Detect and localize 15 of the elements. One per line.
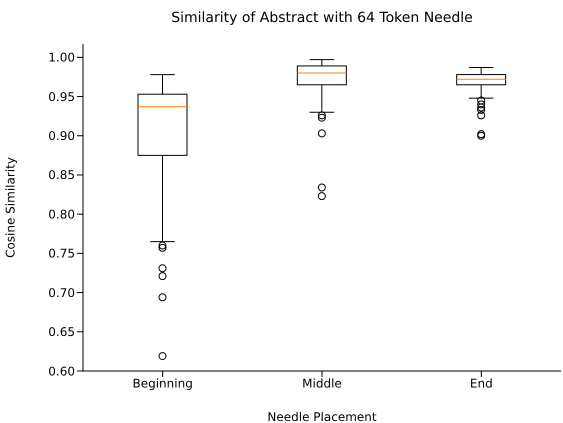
y-tick-label: 0.70 <box>48 286 75 300</box>
y-tick-label: 0.65 <box>48 325 75 340</box>
x-axis-title: Needle Placement <box>267 410 377 423</box>
y-tick-label: 0.60 <box>48 364 75 378</box>
x-tick-label: End <box>470 376 493 391</box>
y-axis-title: Cosine Similarity <box>3 157 18 258</box>
x-tick-label: Middle <box>302 376 342 391</box>
y-tick-label: 0.90 <box>48 129 75 144</box>
chart-title: Similarity of Abstract with 64 Token Needle <box>170 10 474 26</box>
y-tick-label: 0.85 <box>48 168 75 182</box>
x-tick-label: Beginning <box>132 376 193 391</box>
y-tick-label: 0.75 <box>48 246 75 261</box>
y-tick-label: 1.00 <box>48 50 75 65</box>
y-tick-label: 0.80 <box>48 207 75 222</box>
y-tick-label: 0.95 <box>48 90 75 104</box>
